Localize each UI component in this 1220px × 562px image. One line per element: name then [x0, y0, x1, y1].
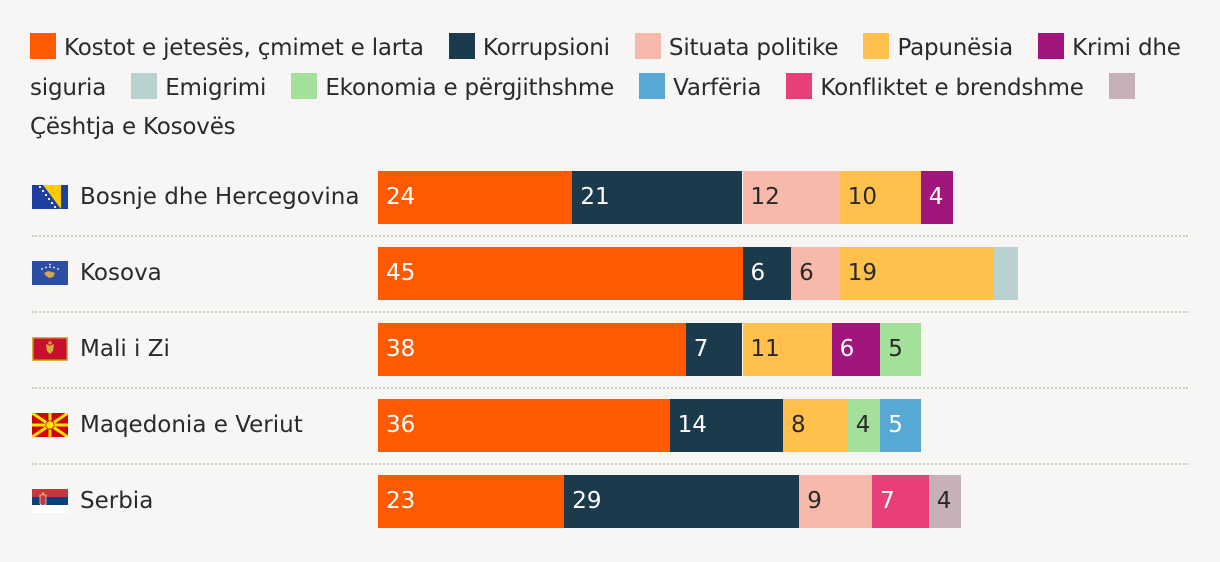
bar-segment-papunesia: 11 — [742, 322, 832, 376]
legend-label: Ekonomia e përgjithshme — [325, 74, 615, 101]
legend-swatch — [639, 72, 666, 99]
bar-segment-krimi: 6 — [831, 322, 881, 376]
bar-segment-kostot: 36 — [378, 398, 670, 452]
bar-segment-kostot: 24 — [378, 170, 573, 224]
bar-segment-korrupsioni: 29 — [564, 474, 800, 528]
legend-swatch — [786, 72, 813, 99]
row-separator — [32, 311, 1188, 313]
legend-label: Korrupsioni — [482, 35, 610, 61]
bar-segment-kostot: 45 — [378, 246, 743, 300]
row-label-2: Mali i Zi — [32, 334, 170, 364]
legend-item-varferia: Varfëria — [639, 72, 779, 101]
legend-label: Kostot e jetesës, çmimet e larta — [64, 35, 424, 61]
bar-segment-konfliktet: 7 — [872, 474, 929, 528]
legend-swatch — [291, 72, 318, 99]
bosnia-flag-icon — [32, 185, 80, 209]
bar-segment-politike: 6 — [791, 246, 840, 300]
row-separator — [32, 463, 1188, 465]
bar-segment-papunesia: 8 — [783, 398, 848, 452]
country-name: Mali i Zi — [80, 336, 170, 362]
bar-segment-ekonomia: 5 — [880, 322, 921, 376]
legend-item-korrupsioni: Korrupsioni — [448, 33, 628, 61]
north-macedonia-flag-icon — [32, 413, 80, 437]
bar-segment-korrupsioni: 6 — [742, 246, 792, 300]
legend-swatch — [131, 72, 158, 99]
row-label-1: Kosova — [32, 258, 162, 288]
country-name: Bosnje dhe Hercegovina — [80, 184, 360, 210]
legend-label: Emigrimi — [165, 74, 267, 101]
legend-item-krimi: Krimi dhe siguria — [30, 33, 1181, 101]
kosovo-flag-icon — [32, 261, 80, 285]
bar-segment-kosova: 4 — [928, 474, 962, 528]
legend-label: Situata politike — [668, 35, 839, 61]
legend-item-konfliktet: Konfliktet e brendshme — [786, 72, 1101, 101]
legend-item-emigrimi: Emigrimi — [131, 72, 284, 101]
legend-item-kostot: Kostot e jetesës, çmimet e larta — [30, 33, 442, 61]
legend-item-politike: Situata politike — [634, 33, 856, 61]
montenegro-flag-icon — [32, 337, 80, 361]
bar-segment-politike: 9 — [799, 474, 873, 528]
country-name: Serbia — [80, 488, 154, 514]
bar-segment-korrupsioni: 21 — [572, 170, 743, 224]
legend-swatch — [30, 33, 56, 59]
bar-segment-politike: 12 — [742, 170, 840, 224]
bar-segment-papunesia: 19 — [839, 246, 994, 300]
bar-segment-emigrimi — [993, 246, 1018, 300]
legend-swatch — [1108, 72, 1135, 99]
bar-segment-korrupsioni: 7 — [685, 322, 743, 376]
bar-segment-korrupsioni: 14 — [669, 398, 783, 452]
row-label-3: Maqedonia e Veriut — [32, 410, 303, 440]
legend-item-ekonomia: Ekonomia e përgjithshme — [291, 72, 632, 101]
legend: Kostot e jetesës, çmimet e larta Korrups… — [30, 29, 1200, 148]
bar-segment-krimi: 4 — [920, 170, 954, 224]
bar-segment-ekonomia: 4 — [847, 398, 881, 452]
country-name: Kosova — [80, 260, 162, 286]
legend-swatch — [634, 33, 661, 59]
legend-item-papunesia: Papunësia — [863, 33, 1031, 61]
bar-segment-kostot: 23 — [378, 474, 565, 528]
serbia-flag-icon — [32, 489, 80, 513]
row-label-0: Bosnje dhe Hercegovina — [32, 182, 359, 212]
legend-swatch — [863, 33, 890, 59]
legend-label: Papunësia — [897, 35, 1013, 61]
bar-segment-varferia: 5 — [880, 398, 921, 452]
legend-label: Çështja e Kosovës — [30, 114, 236, 140]
legend-item-kosova: Çështja e Kosovës — [30, 72, 1143, 140]
bar-segment-kostot: 38 — [378, 322, 686, 376]
legend-label: Varfëria — [673, 74, 762, 101]
legend-label: Konfliktet e brendshme — [820, 74, 1084, 101]
row-separator — [32, 235, 1188, 237]
legend-swatch — [448, 33, 475, 59]
legend-label: Krimi dhe siguria — [30, 35, 1181, 101]
country-name: Maqedonia e Veriut — [80, 412, 303, 438]
bar-segment-papunesia: 10 — [839, 170, 921, 224]
row-label-4: Serbia — [32, 486, 153, 516]
legend-swatch — [1038, 33, 1065, 59]
row-separator — [32, 387, 1188, 389]
